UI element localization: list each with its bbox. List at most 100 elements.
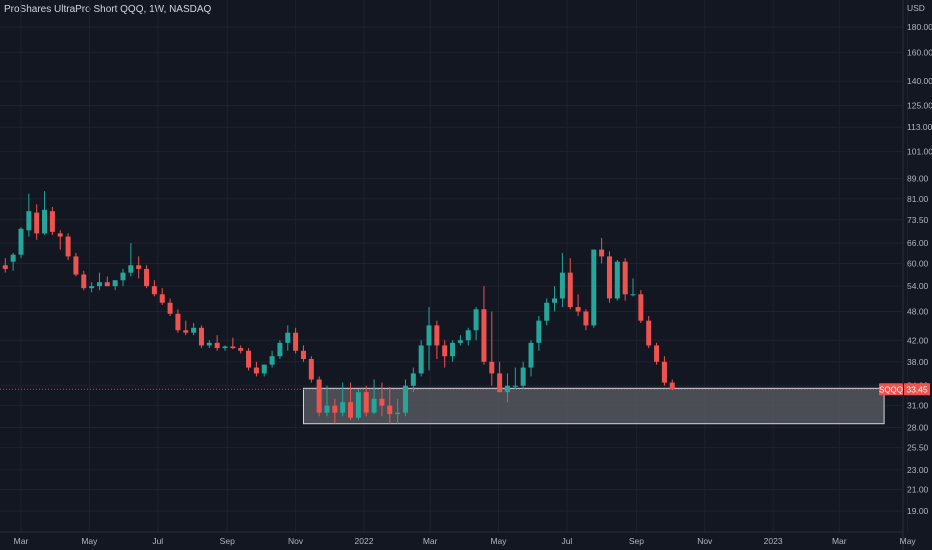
candle-down [49,207,55,235]
candle-down [293,327,299,354]
currency-label: USD [907,3,925,13]
candle-body [26,211,32,231]
candle-body [206,342,212,346]
candle-up [355,388,361,420]
y-tick-label: 31.00 [907,401,929,411]
candle-up [96,272,102,291]
candle-body [536,320,542,343]
candle-up [465,327,471,346]
candle-body [167,302,173,314]
candle-body [457,340,463,343]
candle-up [285,325,291,351]
candle-down [567,258,573,310]
x-tick-label: May [900,536,917,546]
candle-down [73,252,79,277]
candle-down [159,288,165,305]
candle-up [340,382,346,417]
candle-body [34,212,40,234]
candle-up [552,286,558,312]
candle-body [348,402,354,418]
candle-body [410,373,416,386]
candle-down [300,345,306,362]
candle-up [261,364,267,377]
candle-up [277,340,283,359]
candle-up [630,278,636,297]
candle-down [442,340,448,368]
candle-body [489,361,495,374]
x-tick-label: Nov [697,536,713,546]
candle-body [104,282,110,287]
candle-up [402,379,408,417]
chart-title: ProShares UltraPro Short QQQ, 1W, NASDAQ [4,4,212,15]
candle-body [395,412,401,415]
candle-down [2,258,8,273]
y-tick-label: 66.00 [907,238,929,248]
y-tick-label: 81.00 [907,194,929,204]
candle-up [222,345,228,351]
exchange: NASDAQ [169,4,212,15]
price-tag-price: 33.45 [906,384,928,394]
candle-up [26,193,32,237]
candle-body [630,294,636,296]
candle-down [661,356,667,386]
candle-up [120,268,126,287]
y-tick-label: 101.00 [907,146,932,156]
candle-up [128,242,134,277]
candle-down [348,382,354,420]
price-axis[interactable]: 180.00 160.00 140.00 125.00 113.00 101.00 89.0… [907,22,932,516]
y-tick-label: 25.50 [907,443,929,453]
y-tick-label: 89.00 [907,174,929,184]
candle-down [104,276,110,287]
candle-body [520,367,526,386]
candle-up [395,398,401,424]
candle-down [144,265,150,289]
y-tick-label: 125.00 [907,100,932,110]
candle-body [57,233,63,237]
x-tick-label: 2023 [764,536,783,546]
candle-body [18,228,24,255]
candle-body [183,330,189,333]
candle-body [355,392,361,418]
candle-body [442,345,448,357]
candle-up [450,340,456,362]
candle-up [559,252,565,308]
candle-body [277,342,283,357]
x-tick-label: Jul [152,536,163,546]
candle-body [214,342,220,349]
candle-body [638,294,644,321]
candle-body [144,268,150,287]
candle-body [300,350,306,359]
candle-body [261,364,267,374]
candles [2,191,675,424]
candle-up [324,385,330,417]
y-tick-label: 28.00 [907,423,929,433]
candle-up [10,252,16,271]
candle-body [332,405,338,413]
candle-down [316,376,322,417]
price-zone[interactable] [0,387,903,425]
candle-body [646,320,652,346]
candle-up [426,307,432,371]
candle-down [481,286,487,365]
candle-body [10,254,16,262]
candle-body [654,345,660,362]
y-tick-label: 140.00 [907,76,932,86]
candle-up [89,282,95,293]
support-zone-rect[interactable] [302,387,885,425]
candle-body [402,385,408,413]
candle-body [661,361,667,383]
candle-body [497,373,503,393]
candle-down [622,258,628,301]
x-tick-label: Mar [832,536,847,546]
candle-down [175,309,181,333]
x-tick-label: 2022 [355,536,374,546]
candle-down [654,342,660,365]
y-tick-label: 23.00 [907,465,929,475]
candle-up [536,316,542,351]
candle-body [450,342,456,357]
time-axis[interactable]: Mar May Jul Sep Nov 2022 Mar May Jul Sep Nov 2023 Ma… [14,536,917,546]
candle-body [426,325,432,346]
y-tick-label: 19.00 [907,506,929,516]
candle-up [473,307,479,341]
